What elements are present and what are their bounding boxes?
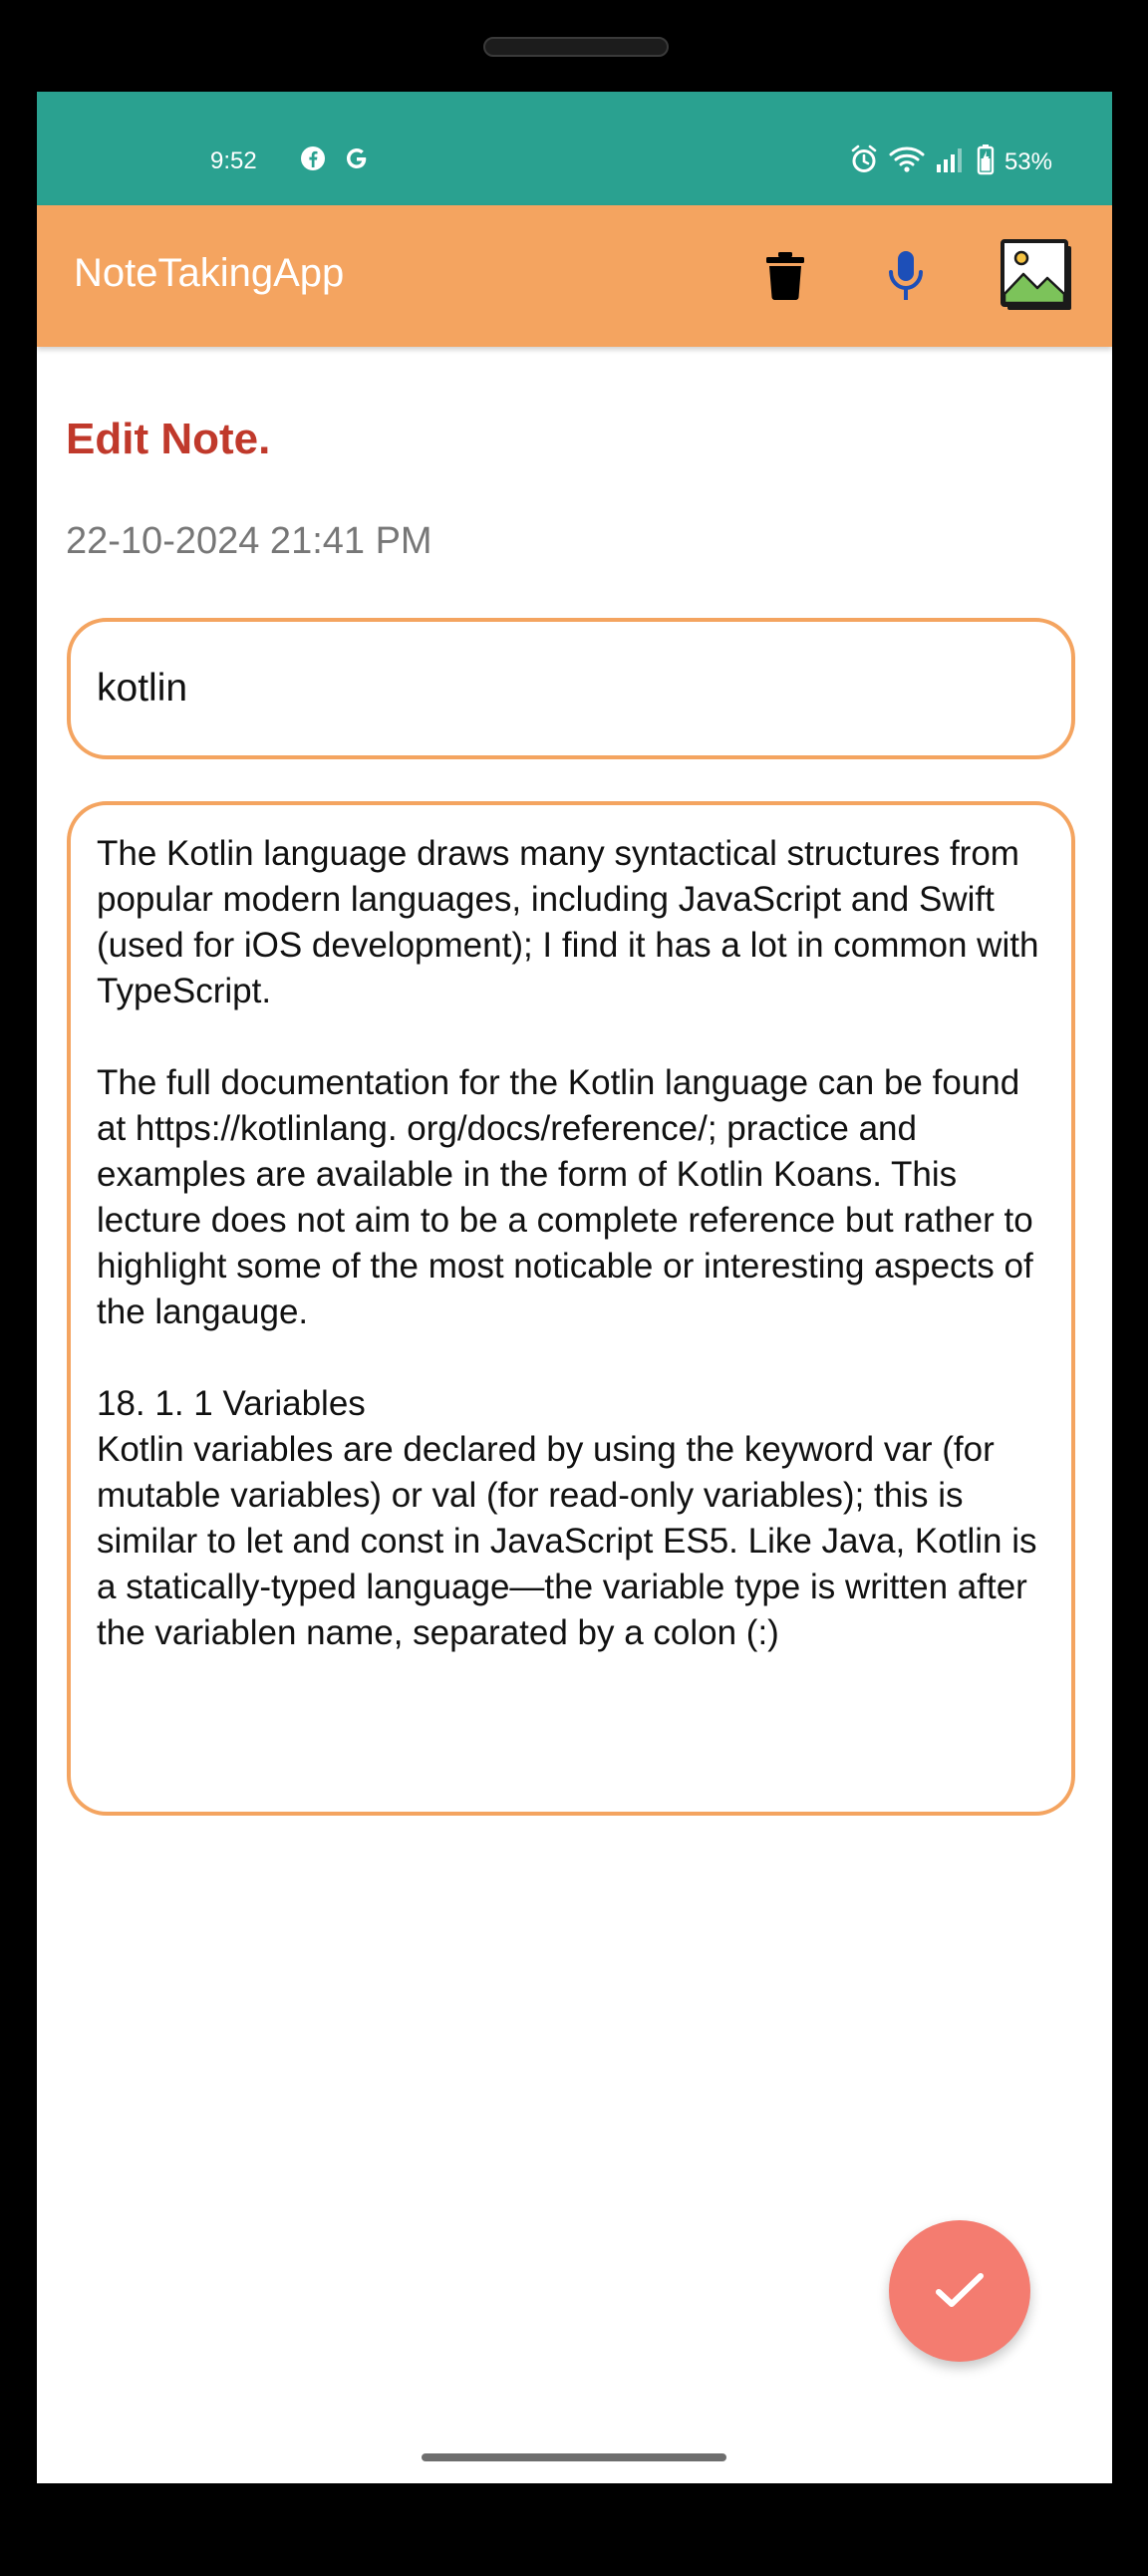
status-bar: 9:52 [37,92,1112,205]
note-timestamp: 22-10-2024 21:41 PM [66,520,432,562]
note-body-text: The Kotlin language draws many syntactic… [97,834,1039,1652]
app-bar: NoteTakingApp [37,205,1112,347]
battery-percentage: 53% [1004,147,1052,175]
check-icon [936,2273,984,2307]
home-gesture-bar[interactable] [422,2453,726,2461]
phone-speaker [483,37,669,57]
note-body-input[interactable]: The Kotlin language draws many syntactic… [67,801,1075,1816]
delete-button[interactable] [746,237,824,315]
delete-icon [766,252,804,300]
wifi-icon [889,144,925,179]
alarm-icon [849,144,879,179]
note-title-input[interactable] [67,618,1075,759]
google-icon [342,143,372,173]
save-note-button[interactable] [889,2220,1030,2362]
battery-icon [977,143,995,180]
voice-input-button[interactable] [867,237,945,315]
status-system-icons: 53% [849,143,1052,180]
status-time: 9:52 [210,147,257,174]
image-icon [1001,239,1071,310]
signal-icon [935,144,967,179]
insert-image-button[interactable] [999,237,1076,315]
facebook-icon [298,143,328,173]
microphone-icon [889,251,923,300]
status-notification-icons [298,143,372,173]
phone-screen: 9:52 [37,92,1112,2483]
app-title: NoteTakingApp [74,251,345,295]
page-title: Edit Note. [66,415,271,463]
